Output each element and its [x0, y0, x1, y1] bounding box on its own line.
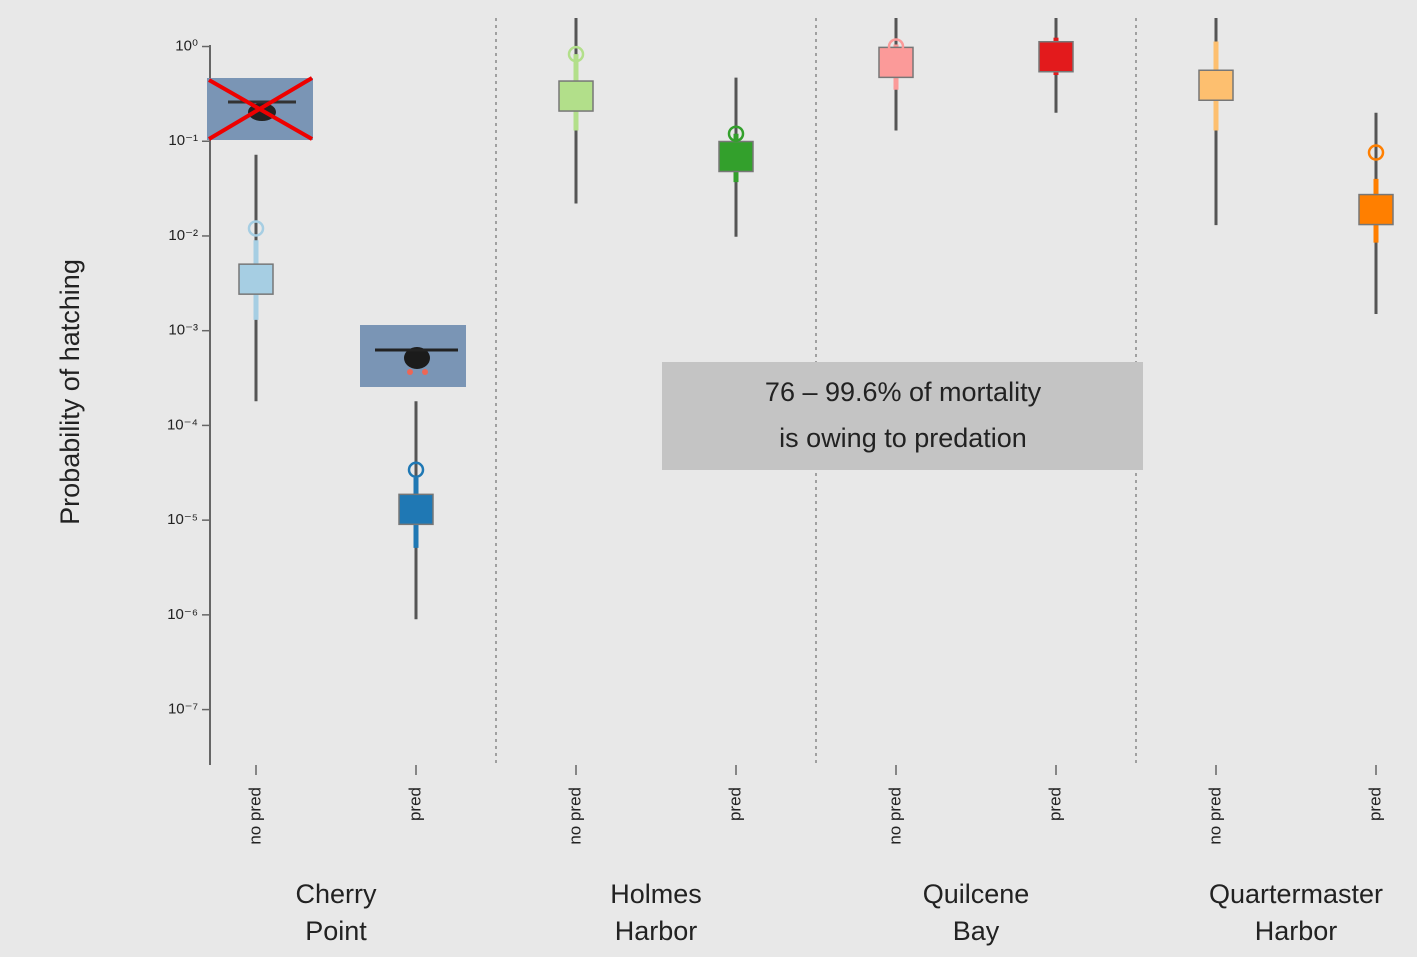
photo-bird — [360, 325, 466, 387]
foot — [422, 369, 428, 375]
group-label: Holmes — [610, 879, 702, 909]
bird — [404, 347, 430, 369]
x-tick-label: no pred — [1205, 787, 1224, 845]
observed — [567, 45, 585, 63]
y-axis-label: Probability of hatching — [55, 259, 85, 525]
y-tick-label: 10⁻⁷ — [168, 701, 198, 718]
x-tick-label: no pred — [885, 787, 904, 845]
x-tick-label: pred — [405, 787, 424, 821]
estimate — [238, 263, 274, 295]
y-tick-label: 10⁻⁴ — [167, 416, 198, 433]
estimate — [718, 140, 754, 173]
group-label: Harbor — [615, 916, 698, 946]
estimate — [398, 493, 434, 526]
observed — [887, 38, 905, 55]
annotation: 76 – 99.6% of mortality — [765, 377, 1042, 407]
y-tick-label: 10⁻² — [168, 227, 198, 244]
observed — [727, 125, 745, 142]
estimate — [1358, 193, 1394, 226]
group-label: Cherry — [295, 879, 377, 909]
y-tick-label: 10⁻¹ — [168, 132, 198, 149]
x-tick-label: no pred — [565, 787, 584, 845]
group-label: Point — [305, 916, 367, 946]
group-label: Bay — [953, 916, 1000, 946]
x-tick-label: pred — [1365, 787, 1384, 821]
y-tick-label: 10⁻³ — [168, 322, 198, 339]
estimate — [1038, 40, 1074, 73]
x-tick-label: pred — [725, 787, 744, 821]
x-tick-label: pred — [1045, 787, 1064, 821]
y-tick-label: 10⁻⁵ — [167, 511, 198, 528]
observed — [247, 220, 265, 237]
group-label: Quilcene — [923, 879, 1030, 909]
x-tick-label: no pred — [245, 787, 264, 845]
estimate — [878, 46, 914, 79]
estimate — [558, 80, 594, 112]
foot — [407, 369, 413, 375]
annotation: is owing to predation — [779, 423, 1027, 453]
group-label: Harbor — [1255, 916, 1338, 946]
photo-crossed — [207, 76, 314, 141]
annotation-box — [662, 362, 1143, 470]
observed — [1367, 144, 1385, 161]
y-tick-label: 10⁰ — [175, 37, 198, 54]
observed — [407, 461, 425, 479]
estimate — [1198, 69, 1234, 102]
group-label: Quartermaster — [1209, 879, 1383, 909]
cross — [207, 76, 314, 141]
y-tick-label: 10⁻⁶ — [167, 606, 198, 623]
